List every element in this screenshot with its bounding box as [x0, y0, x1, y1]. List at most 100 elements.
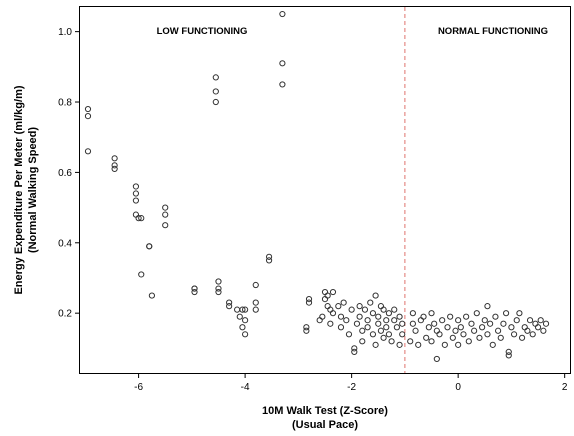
data-point	[524, 327, 531, 334]
data-point	[444, 324, 451, 331]
data-point	[431, 320, 438, 327]
data-point	[481, 317, 488, 324]
data-point	[242, 306, 249, 313]
data-point	[252, 306, 259, 313]
data-point	[343, 317, 350, 324]
normal-functioning-annotation: NORMAL FUNCTIONING	[438, 26, 548, 37]
data-point	[385, 331, 393, 338]
data-point	[447, 313, 454, 320]
data-point	[385, 310, 393, 317]
data-point	[215, 285, 222, 292]
data-point	[364, 324, 371, 331]
data-point	[279, 81, 286, 88]
data-point	[492, 313, 499, 320]
data-point	[409, 320, 416, 327]
data-point	[399, 331, 406, 338]
y-tick-label: 0.8	[58, 98, 72, 109]
data-point	[380, 334, 387, 341]
data-point	[476, 334, 483, 341]
axes-layer: -6 -4 -2 0 2 0.2 0.4 0.6 0.8 1.0	[58, 27, 568, 393]
data-point	[236, 313, 243, 320]
x-tick-label: 2	[562, 382, 568, 393]
data-point	[305, 299, 313, 306]
data-point	[242, 317, 249, 324]
data-point	[215, 278, 222, 285]
data-point	[265, 253, 273, 260]
data-point	[356, 303, 363, 310]
data-point	[327, 320, 334, 327]
x-tick-label: -6	[134, 382, 143, 393]
data-point	[484, 303, 491, 310]
data-point	[329, 288, 337, 296]
data-point	[329, 310, 337, 317]
data-point	[393, 324, 401, 331]
data-point	[226, 299, 233, 306]
data-point	[239, 306, 246, 313]
data-point	[457, 324, 464, 331]
plot-frame	[79, 6, 571, 374]
data-point	[465, 338, 472, 345]
data-point	[162, 211, 169, 218]
data-point	[415, 341, 422, 348]
data-point	[345, 331, 353, 338]
data-point	[502, 310, 510, 317]
data-point	[391, 317, 398, 324]
data-point	[226, 303, 233, 310]
data-point	[540, 327, 547, 334]
data-point	[407, 338, 414, 345]
data-point	[353, 320, 361, 327]
data-point	[212, 98, 219, 106]
data-point	[489, 341, 496, 348]
data-point	[252, 299, 259, 306]
data-point	[377, 327, 385, 334]
data-point	[479, 324, 486, 331]
y-axis-label-line2: (Normal Walking Speed)	[27, 127, 39, 253]
x-tick-label: -2	[347, 382, 356, 393]
data-point	[388, 338, 395, 345]
data-point	[526, 317, 534, 324]
data-point	[146, 243, 153, 250]
low-functioning-annotation: LOW FUNCTIONING	[157, 26, 248, 37]
x-axis-label-line1: 10M Walk Test (Z-Score)	[262, 405, 388, 417]
data-point	[505, 348, 512, 355]
data-point	[534, 324, 542, 331]
data-point	[324, 292, 331, 299]
data-point	[484, 331, 491, 338]
data-point	[383, 317, 390, 324]
data-point	[359, 338, 366, 345]
data-point	[138, 215, 145, 222]
data-point	[439, 317, 446, 324]
data-point	[516, 310, 523, 317]
data-point	[449, 334, 456, 341]
data-point	[372, 292, 379, 299]
data-point	[369, 331, 377, 338]
y-tick-label: 1.0	[58, 27, 72, 38]
data-point	[455, 317, 462, 324]
data-point	[351, 345, 358, 352]
data-point	[84, 105, 92, 113]
data-point	[441, 341, 448, 348]
data-point	[132, 197, 140, 204]
data-point	[396, 341, 403, 348]
data-point	[84, 148, 92, 155]
data-point	[433, 355, 440, 363]
data-point	[356, 313, 363, 320]
data-point	[513, 317, 520, 324]
data-point	[364, 317, 371, 324]
data-point	[452, 327, 459, 334]
y-tick-label: 0.4	[58, 238, 72, 249]
data-point	[463, 313, 470, 320]
data-point	[252, 281, 259, 289]
plot-border	[79, 6, 571, 374]
x-tick-label: -4	[241, 382, 250, 393]
data-point	[111, 165, 118, 172]
y-tick-label: 0.6	[58, 168, 72, 179]
data-point	[510, 331, 518, 338]
data-point	[111, 162, 118, 169]
data-point	[84, 112, 92, 120]
data-point	[337, 324, 345, 331]
data-point	[455, 341, 462, 348]
data-point	[375, 320, 382, 327]
